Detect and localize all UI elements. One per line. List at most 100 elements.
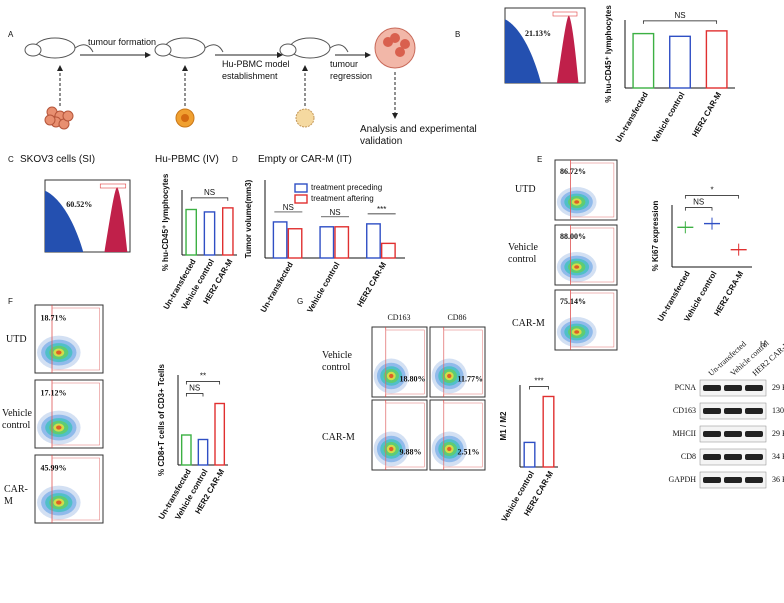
significance: NS xyxy=(674,11,685,20)
gate xyxy=(385,329,425,395)
significance: NS xyxy=(189,384,200,393)
band xyxy=(724,385,742,391)
bar xyxy=(542,395,555,468)
significance: NS xyxy=(283,203,294,212)
row-label: Vehicle control xyxy=(508,242,538,265)
significance: * xyxy=(710,186,713,195)
tumor-cell xyxy=(62,110,74,122)
protein-label: CD163 xyxy=(673,406,696,415)
gate xyxy=(385,402,425,468)
significance-bracket xyxy=(185,393,204,397)
significance: NS xyxy=(204,188,215,197)
band xyxy=(724,477,742,483)
bar xyxy=(221,207,234,256)
protein-label: MHCII xyxy=(672,429,696,438)
x-tick-label: HER2 CAR-M xyxy=(690,90,723,138)
arrow-label: tumour regression xyxy=(330,59,373,81)
gate-percent: 86.72% xyxy=(560,167,586,176)
arrow-label: Hu-PBMC model establishment xyxy=(222,59,290,81)
mouse-tail xyxy=(204,44,224,53)
panel-label: E xyxy=(537,155,542,164)
x-tick-label: Un-transfected xyxy=(614,90,650,143)
gate-percent: 11.77% xyxy=(458,374,484,383)
step-label: Hu-PBMC (IV) xyxy=(155,154,219,165)
gate xyxy=(443,402,483,468)
size-label: 34 KDa xyxy=(772,452,784,461)
tumor-cell xyxy=(390,33,400,43)
gate-percent: 18.80% xyxy=(400,374,426,383)
bar xyxy=(180,434,192,466)
legend-swatch xyxy=(294,183,308,193)
column-label: CD163 xyxy=(387,313,410,322)
significance-bracket xyxy=(529,386,549,390)
histogram-red xyxy=(104,187,128,252)
gate-percent: 17.12% xyxy=(40,388,66,397)
bar xyxy=(334,226,350,259)
band xyxy=(703,408,721,414)
band xyxy=(703,385,721,391)
gate-percent: 75.14% xyxy=(560,297,586,306)
band xyxy=(724,431,742,437)
flow-density xyxy=(389,446,394,452)
gate xyxy=(51,382,100,446)
row-label: CAR-M xyxy=(512,318,545,329)
protein-label: PCNA xyxy=(675,383,697,392)
band xyxy=(703,431,721,437)
panel-label: D xyxy=(232,155,238,164)
gate-percent: 21.13% xyxy=(525,29,551,38)
size-label: 130 KDa xyxy=(772,406,784,415)
bar xyxy=(366,223,381,259)
bar xyxy=(669,35,691,89)
mouse-tail xyxy=(74,44,94,53)
mouse-tail xyxy=(329,44,349,53)
band xyxy=(745,385,763,391)
significance-bracket xyxy=(684,195,740,199)
histogram-red xyxy=(557,15,579,83)
gate xyxy=(443,329,483,395)
bar xyxy=(523,441,536,468)
step-label: Analysis and experimental validation xyxy=(360,124,477,147)
arrow-label: tumour formation xyxy=(88,37,157,47)
gate-percent: 9.88% xyxy=(400,447,422,456)
significance: NS xyxy=(693,198,704,207)
band xyxy=(724,454,742,460)
tumor-cell xyxy=(400,39,410,49)
row-label: UTD xyxy=(6,334,27,345)
size-label: 29 KDa xyxy=(772,429,784,438)
gate xyxy=(99,183,127,189)
gate xyxy=(570,162,615,218)
significance-bracket xyxy=(684,207,713,211)
gate-percent: 45.99% xyxy=(40,463,66,472)
histogram-blue xyxy=(505,19,541,83)
bar xyxy=(272,221,288,259)
panel-label: F xyxy=(8,297,13,306)
legend-label: treatment aftering xyxy=(311,194,374,203)
panel-label: A xyxy=(8,30,14,39)
gate-percent: 60.52% xyxy=(66,200,92,209)
band xyxy=(745,408,763,414)
bar xyxy=(203,211,216,256)
y-axis-label: Tumor volume(mm3) xyxy=(244,179,253,258)
significance-bracket xyxy=(190,197,229,201)
y-axis-label: % hu-CD45⁺ lymphocytes xyxy=(604,5,613,103)
bar xyxy=(214,402,226,466)
flow-density xyxy=(574,265,580,269)
band xyxy=(703,454,721,460)
mouse-head xyxy=(279,43,297,57)
mouse-head xyxy=(154,43,172,57)
row-label: CAR-M xyxy=(322,432,355,443)
flow-density xyxy=(56,425,62,430)
size-label: 36 KDa xyxy=(772,475,784,484)
bar xyxy=(287,228,303,259)
gate-percent: 18.71% xyxy=(40,313,66,322)
bar xyxy=(632,32,655,89)
flow-density xyxy=(447,446,452,452)
significance-bracket xyxy=(642,20,718,24)
gate xyxy=(570,227,615,283)
x-tick-label: HER2 CRA-M xyxy=(712,269,745,317)
panel-label: B xyxy=(455,30,460,39)
band xyxy=(724,408,742,414)
protein-label: GAPDH xyxy=(668,475,696,484)
